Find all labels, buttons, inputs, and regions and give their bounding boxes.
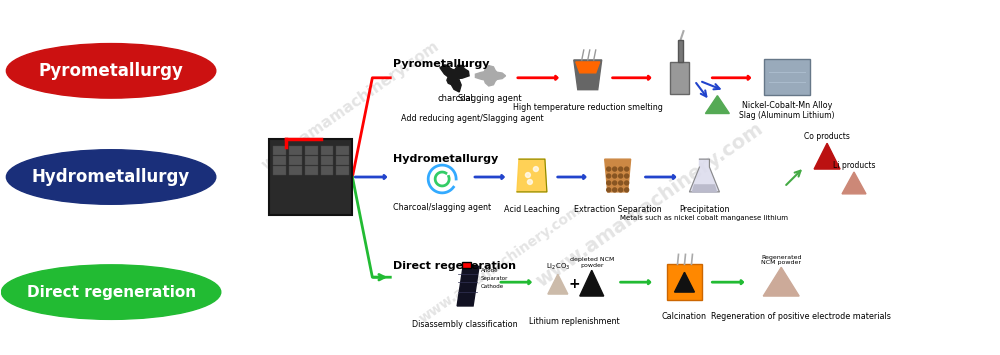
Text: Regeneration of positive electrode materials: Regeneration of positive electrode mater… <box>711 312 891 321</box>
Circle shape <box>533 166 538 171</box>
Circle shape <box>527 180 532 185</box>
Ellipse shape <box>6 150 216 204</box>
Polygon shape <box>580 270 604 296</box>
FancyBboxPatch shape <box>289 146 302 155</box>
FancyBboxPatch shape <box>305 166 318 175</box>
Circle shape <box>625 181 629 185</box>
Text: Precipitation: Precipitation <box>679 205 730 214</box>
Polygon shape <box>517 159 547 192</box>
Text: Lithium replenishment: Lithium replenishment <box>529 317 620 326</box>
Text: Pyrometallurgy: Pyrometallurgy <box>39 62 184 80</box>
Text: Hydrometallurgy: Hydrometallurgy <box>393 154 499 164</box>
Circle shape <box>619 181 623 185</box>
FancyBboxPatch shape <box>305 146 318 155</box>
FancyBboxPatch shape <box>321 156 333 165</box>
Polygon shape <box>574 60 602 90</box>
Circle shape <box>607 181 611 185</box>
FancyBboxPatch shape <box>305 156 318 165</box>
Circle shape <box>613 167 617 171</box>
Polygon shape <box>605 159 631 192</box>
Polygon shape <box>763 267 799 296</box>
Polygon shape <box>548 274 568 294</box>
FancyBboxPatch shape <box>321 146 333 155</box>
Text: Li$_2$CO$_3$: Li$_2$CO$_3$ <box>546 262 570 272</box>
Polygon shape <box>705 95 729 114</box>
Ellipse shape <box>1 265 221 320</box>
Polygon shape <box>814 143 840 169</box>
Circle shape <box>625 188 629 192</box>
Polygon shape <box>692 185 716 192</box>
FancyBboxPatch shape <box>670 62 689 94</box>
Text: depleted NCM
powder: depleted NCM powder <box>570 257 614 268</box>
Text: Disassembly classification: Disassembly classification <box>412 320 518 329</box>
Text: Extraction Separation: Extraction Separation <box>574 205 661 214</box>
Text: Slagging agent: Slagging agent <box>458 94 522 103</box>
Text: +: + <box>569 277 581 291</box>
Polygon shape <box>675 272 694 292</box>
Circle shape <box>625 174 629 178</box>
Text: Anode: Anode <box>481 268 499 273</box>
Text: www.amamachinery.com: www.amamachinery.com <box>532 119 767 291</box>
FancyBboxPatch shape <box>678 40 683 62</box>
Text: Slag (Aluminum Lithium): Slag (Aluminum Lithium) <box>739 110 835 120</box>
Text: Charcoal/slagging agent: Charcoal/slagging agent <box>393 203 491 212</box>
Text: Nickel-Cobalt-Mn Alloy: Nickel-Cobalt-Mn Alloy <box>742 100 832 110</box>
FancyBboxPatch shape <box>273 166 286 175</box>
Ellipse shape <box>6 44 216 98</box>
FancyBboxPatch shape <box>289 156 302 165</box>
Polygon shape <box>440 65 469 92</box>
Circle shape <box>613 181 617 185</box>
FancyBboxPatch shape <box>336 156 349 165</box>
Text: charcoal: charcoal <box>437 94 473 103</box>
Circle shape <box>619 188 623 192</box>
FancyBboxPatch shape <box>336 166 349 175</box>
Text: Metals such as nickel cobalt manganese lithium: Metals such as nickel cobalt manganese l… <box>620 215 788 221</box>
FancyBboxPatch shape <box>289 166 302 175</box>
Text: Direct regeneration: Direct regeneration <box>393 261 516 271</box>
Text: Separator: Separator <box>481 276 508 281</box>
Polygon shape <box>576 62 600 73</box>
Circle shape <box>525 173 530 178</box>
Text: Hydrometallurgy: Hydrometallurgy <box>32 168 190 186</box>
Text: Pyrometallurgy: Pyrometallurgy <box>393 59 490 69</box>
Polygon shape <box>689 159 719 192</box>
FancyBboxPatch shape <box>269 139 352 215</box>
Circle shape <box>607 188 611 192</box>
Text: High temperature reduction smelting: High temperature reduction smelting <box>513 103 663 111</box>
Circle shape <box>607 174 611 178</box>
Polygon shape <box>457 266 479 306</box>
FancyBboxPatch shape <box>764 59 810 95</box>
Circle shape <box>619 167 623 171</box>
FancyBboxPatch shape <box>321 166 333 175</box>
Text: Co products: Co products <box>804 132 850 141</box>
Circle shape <box>619 174 623 178</box>
FancyBboxPatch shape <box>667 264 702 300</box>
Polygon shape <box>842 172 866 194</box>
Text: Direct regeneration: Direct regeneration <box>27 285 196 300</box>
Circle shape <box>625 167 629 171</box>
Text: Li products: Li products <box>833 161 875 170</box>
Circle shape <box>607 167 611 171</box>
FancyBboxPatch shape <box>273 146 286 155</box>
FancyBboxPatch shape <box>273 156 286 165</box>
Text: Cathode: Cathode <box>481 284 504 289</box>
Circle shape <box>613 188 617 192</box>
Text: Calcination: Calcination <box>662 312 707 321</box>
FancyBboxPatch shape <box>336 146 349 155</box>
Text: Regenerated
NCM powder: Regenerated NCM powder <box>761 255 801 265</box>
Circle shape <box>613 174 617 178</box>
Polygon shape <box>475 66 506 86</box>
FancyBboxPatch shape <box>462 262 471 268</box>
Text: Add reducing agent/Slagging agent: Add reducing agent/Slagging agent <box>401 114 543 122</box>
Text: www.amamachinery.com: www.amamachinery.com <box>416 203 584 326</box>
Text: www.amamachinery.com: www.amamachinery.com <box>259 38 442 173</box>
Text: Acid Leaching: Acid Leaching <box>504 205 560 214</box>
